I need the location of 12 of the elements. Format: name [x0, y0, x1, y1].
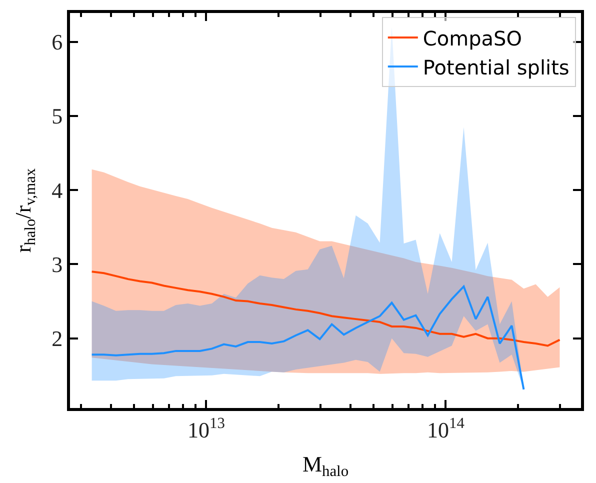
y-tick-label: 6	[52, 30, 63, 55]
legend-label: Potential splits	[422, 55, 570, 80]
legend-label: CompaSO	[422, 26, 522, 50]
line-series	[90, 285, 525, 390]
x-tick-label: 10$^{13}$	[188, 415, 226, 442]
y-tick-label: 2	[52, 326, 63, 352]
y-tick-label: 4	[52, 178, 63, 203]
line-series	[90, 270, 561, 347]
x-axis-title: M$_{halo}$	[302, 451, 349, 480]
y-tick-label: 5	[52, 104, 63, 129]
x-tick-label: 10$^{14}$	[427, 415, 465, 442]
y-tick-label: 3	[52, 252, 63, 277]
